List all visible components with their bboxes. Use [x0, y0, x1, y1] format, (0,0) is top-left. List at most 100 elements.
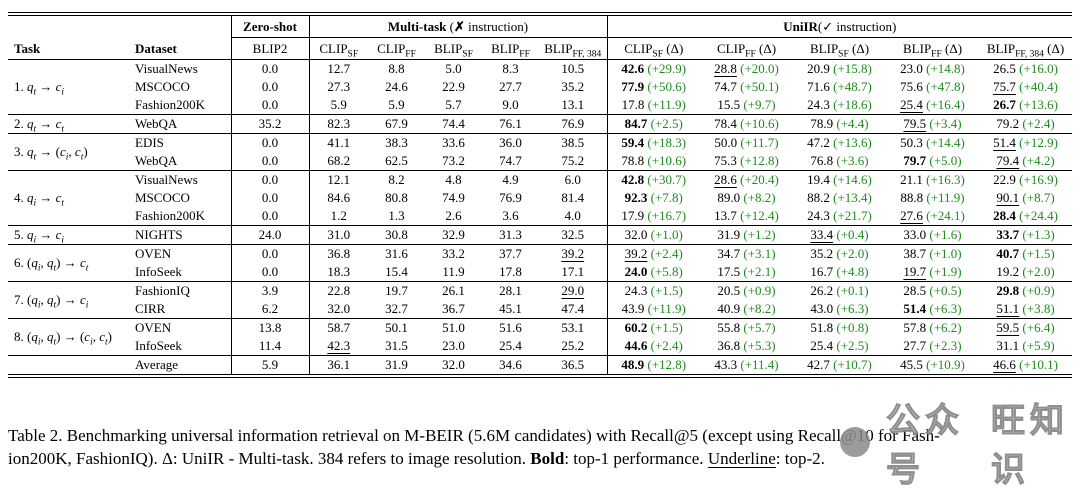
delta-value: (+12.9) — [1019, 135, 1058, 150]
multitask-score-cell: 6.0 — [539, 170, 608, 189]
zeroshot-score-cell: 0.0 — [230, 133, 309, 152]
multitask-score-cell: 32.7 — [368, 300, 425, 319]
multitask-score-cell: 8.3 — [482, 59, 539, 78]
score-value: 39.2 — [624, 246, 648, 261]
score-value: 6.2 — [261, 301, 279, 316]
uniir-score-cell: 79.5 (+3.4) — [886, 114, 980, 134]
score-value: 16.7 — [810, 264, 834, 279]
score-value: 45.1 — [499, 301, 522, 316]
delta-value: (+14.4) — [926, 135, 965, 150]
delta-value: (+10.9) — [926, 357, 965, 372]
uniir-score-cell: 48.9 (+12.8) — [606, 355, 701, 375]
uniir-score-cell: 35.2 (+2.0) — [793, 244, 887, 263]
score-value: 50.3 — [900, 135, 923, 150]
uniir-score-cell: 26.2 (+0.1) — [793, 281, 887, 300]
score-value: 28.4 — [993, 208, 1016, 223]
score-value: 0.0 — [261, 97, 279, 112]
multitask-score-cell: 5.9 — [368, 96, 425, 115]
multitask-score-cell: 28.1 — [482, 281, 539, 300]
score-value: 75.7 — [993, 79, 1016, 94]
task-label: 7. (qi, qt) → ci — [8, 281, 133, 319]
dataset-name: WebQA — [133, 114, 231, 134]
delta-value: (+0.4) — [836, 227, 869, 242]
delta-value: (+10.6) — [740, 116, 779, 131]
column-header-row: Task Dataset BLIP2 CLIPSF CLIPFF BLIPSF BLI… — [8, 37, 1073, 60]
uniir-col-header: BLIPSF (Δ) — [793, 37, 887, 60]
multitask-score-cell: 84.6 — [308, 189, 368, 207]
score-value: 75.2 — [561, 153, 585, 168]
zeroshot-score-cell: 6.2 — [230, 300, 309, 319]
multitask-score-cell: 25.4 — [482, 337, 539, 356]
delta-value: (+10.6) — [647, 153, 687, 168]
multitask-score-cell: 11.9 — [425, 263, 482, 282]
score-value: 84.6 — [327, 190, 351, 205]
multitask-score-cell: 35.2 — [539, 78, 607, 96]
score-value: 82.3 — [327, 116, 351, 131]
uniir-score-cell: 46.6 (+10.1) — [979, 355, 1073, 375]
delta-value: (+5.7) — [743, 320, 776, 335]
score-value: 47.4 — [561, 301, 585, 316]
caption-line-1: Table 2. Benchmarking universal informat… — [8, 426, 940, 445]
multitask-score-cell: 76.1 — [482, 114, 539, 134]
multitask-score-cell: 1.3 — [368, 207, 425, 226]
score-value: 79.5 — [903, 116, 927, 131]
table-row: 3. qt → (ci, ct) EDIS 0.0 41.1 38.3 33.6 36.0 3… — [8, 133, 1073, 171]
group-header-row: Zero-shot Multi-task (✗ instruction) Uni… — [8, 15, 1073, 38]
uniir-score-cell: 20.5 (+0.9) — [700, 281, 794, 300]
task-label: 1. qt → ci — [8, 59, 133, 115]
uniir-score-cell: 17.8 (+11.9) — [606, 96, 701, 115]
delta-value: (+0.5) — [929, 283, 962, 298]
score-value: 29.8 — [996, 283, 1020, 298]
zeroshot-group-label: Zero-shot — [243, 19, 297, 34]
score-value: 19.7 — [903, 264, 927, 279]
delta-value: (+50.6) — [647, 79, 687, 94]
uniir-col-header: CLIPSF (Δ) — [606, 37, 701, 60]
uniir-score-cell: 47.2 (+13.6) — [793, 133, 887, 152]
score-value: 38.7 — [903, 246, 927, 261]
uniir-score-cell: 43.0 (+6.3) — [793, 300, 886, 319]
cross-icon: ✗ — [454, 19, 465, 34]
delta-value: (+24.4) — [1019, 208, 1058, 223]
delta-value: (+11.9) — [926, 190, 965, 205]
dataset-name: MSCOCO — [135, 79, 190, 94]
multitask-score-cell: 29.0 — [539, 281, 608, 300]
delta-value: (+16.7) — [647, 208, 687, 223]
dataset-name: VisualNews — [133, 170, 231, 189]
multitask-score-cell: 2.6 — [425, 207, 482, 226]
score-value: 8.8 — [388, 61, 405, 76]
uniir-score-cell: 19.2 (+2.0) — [979, 263, 1072, 282]
uniir-score-cell: 32.0 (+1.0) — [606, 225, 701, 245]
score-value: 15.4 — [385, 264, 408, 279]
delta-value: (+5.3) — [743, 338, 776, 353]
score-value: 22.8 — [327, 283, 351, 298]
score-value: 5.0 — [445, 61, 462, 76]
score-value: 0.0 — [261, 79, 279, 94]
table-2-container: Zero-shot Multi-task (✗ instruction) Uni… — [8, 12, 1073, 378]
delta-value: (+11.9) — [647, 97, 686, 112]
zeroshot-score-cell: 0.0 — [230, 59, 309, 78]
multitask-score-cell: 62.5 — [368, 152, 425, 171]
multitask-score-cell: 39.2 — [539, 244, 608, 263]
uniir-score-cell: 57.8 (+6.2) — [886, 318, 980, 337]
score-value: 92.3 — [624, 190, 648, 205]
dataset-name: WebQA — [135, 153, 178, 168]
uniir-score-cell: 42.7 (+10.7) — [793, 355, 887, 375]
score-value: 28.1 — [499, 283, 522, 298]
table-row: Fashion200K 0.0 5.9 5.9 5.7 9.0 13.1 17.8 (+11.… — [8, 96, 1072, 115]
delta-value: (+1.5) — [650, 320, 683, 335]
task-label: 5. qi → ci — [8, 225, 133, 245]
multitask-score-cell: 32.5 — [539, 225, 608, 245]
uniir-score-cell: 44.6 (+2.4) — [606, 337, 701, 356]
uniir-score-cell: 51.4 (+6.3) — [886, 300, 979, 319]
score-value: 75.3 — [714, 153, 737, 168]
uniir-score-cell: 28.8 (+20.0) — [700, 59, 794, 78]
multitask-score-cell: 25.2 — [539, 337, 607, 356]
uniir-score-cell: 17.5 (+2.1) — [700, 263, 793, 282]
score-value: 74.7 — [714, 79, 737, 94]
score-value: 37.7 — [499, 246, 522, 261]
score-value: 21.1 — [900, 172, 923, 187]
score-value: 32.0 — [624, 227, 648, 242]
zeroshot-score-cell: 0.0 — [230, 189, 309, 207]
uniir-score-cell: 25.4 (+2.5) — [793, 337, 886, 356]
score-value: 18.3 — [327, 264, 351, 279]
